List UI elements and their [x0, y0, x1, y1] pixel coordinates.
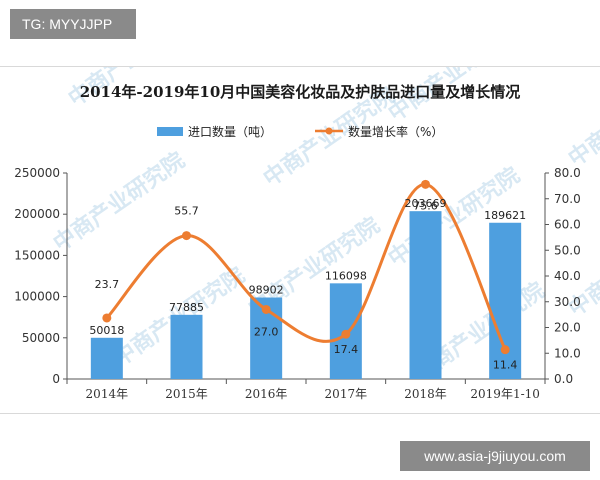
growth-rate-point — [102, 313, 112, 323]
tg-badge: TG: MYYJJPP — [10, 9, 136, 39]
y-left-tick-label: 0 — [52, 372, 60, 386]
bar-value-label: 189621 — [484, 209, 526, 222]
x-tick-label: 2015年 — [165, 387, 208, 401]
bar — [90, 337, 123, 379]
y-right-tick-label: 60.0 — [554, 218, 581, 232]
growth-rate-point — [421, 179, 430, 189]
y-right-tick-label: 70.0 — [554, 192, 581, 206]
data-labels: 50018 77885 98902 116098 203669 189621 23.7 55.… — [89, 197, 526, 371]
line-series — [102, 179, 510, 355]
growth-rate-point — [341, 329, 351, 339]
watermark-text: 中商产业研究院 — [564, 67, 600, 172]
bar — [170, 314, 203, 379]
y-left-tick-label: 100000 — [14, 290, 60, 304]
bar-value-label: 50018 — [89, 324, 124, 337]
y-right-tick-label: 30.0 — [554, 295, 581, 309]
y-left-tick-label: 50000 — [22, 331, 60, 345]
y-left-tick-label: 150000 — [14, 248, 60, 262]
y-left-tick-label: 200000 — [14, 207, 60, 221]
chart-frame: 中商产业研究院 中商产业研究院 中商产业研究院 中商产业研究院 中商产业研究院 中商产业研… — [0, 66, 600, 414]
chart-title: 2014年-2019年10月中国美容化妆品及护肤品进口量及增长情况 — [80, 83, 521, 101]
growth-rate-point — [261, 304, 271, 314]
legend-line-label: 数量增长率（%） — [348, 124, 443, 139]
y-right-tick-label: 80.0 — [554, 166, 581, 180]
bar — [489, 222, 522, 379]
growth-rate-line — [105, 182, 507, 351]
legend: 进口数量（吨） 数量增长率（%） — [157, 124, 443, 139]
bar-value-label: 98902 — [249, 284, 284, 297]
legend-bar-swatch — [157, 127, 183, 136]
legend-bar-label: 进口数量（吨） — [188, 124, 272, 139]
x-tick-label: 2019年1-10 — [470, 387, 540, 401]
bar-value-label: 77885 — [169, 301, 204, 314]
y-right-tick-label: 20.0 — [554, 321, 581, 335]
watermark-text: 中商产业研究院 — [49, 147, 190, 257]
x-tick-label: 2018年 — [404, 387, 447, 401]
line-value-label: 17.4 — [334, 343, 359, 356]
line-value-label: 75.6 — [413, 199, 438, 212]
line-value-label: 55.7 — [174, 205, 199, 218]
bar-value-label: 203669 — [405, 197, 447, 210]
axes: 0 50000 100000 150000 200000 250000 0.0 10.0 20.… — [14, 166, 581, 401]
growth-rate-point — [182, 231, 191, 241]
y-right-tick-label: 10.0 — [554, 346, 581, 360]
growth-rate-point — [500, 345, 510, 355]
bar — [409, 211, 442, 379]
line-value-label: 11.4 — [493, 359, 518, 372]
line-value-label: 23.7 — [95, 278, 120, 291]
y-right-tick-label: 50.0 — [554, 243, 581, 257]
x-tick-label: 2017年 — [325, 387, 368, 401]
legend-line-marker — [325, 127, 333, 135]
y-left-tick-label: 250000 — [14, 166, 60, 180]
line-value-label: 27.0 — [254, 325, 279, 338]
site-url-badge[interactable]: www.asia-j9jiuyou.com — [400, 441, 590, 471]
chart: 中商产业研究院中商产业研究院中商产业研究院中商产业研究院中商产业研究院中商产业研… — [14, 67, 600, 401]
y-right-tick-label: 0.0 — [554, 372, 573, 386]
y-right-tick-label: 40.0 — [554, 269, 581, 283]
bar-value-label: 116098 — [325, 269, 367, 282]
x-tick-label: 2016年 — [245, 387, 288, 401]
x-tick-label: 2014年 — [86, 387, 129, 401]
